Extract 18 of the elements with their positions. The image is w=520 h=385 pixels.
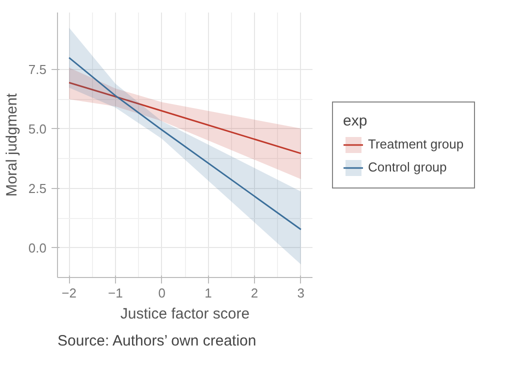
y-tick-label: 5.0: [28, 121, 47, 136]
legend-title: exp: [343, 112, 368, 129]
x-tick-label: 3: [297, 286, 305, 300]
y-tick-label: 2.5: [28, 180, 47, 196]
y-tick-label: 0.0: [28, 240, 47, 256]
x-tick-label: 2: [250, 286, 258, 300]
y-axis-title: Moral judgment: [3, 92, 20, 197]
legend-label: Control group: [368, 160, 447, 174]
x-tick-label: −1: [108, 286, 123, 300]
legend-label: Treatment group: [368, 136, 464, 152]
line-series: [68, 56, 302, 230]
x-tick-label: 0: [158, 286, 166, 300]
line-series: [68, 82, 302, 154]
source-note: Source: Authors’ own creation: [58, 332, 256, 350]
x-tick-label: 1: [204, 286, 212, 300]
x-axis-title: Justice factor score: [120, 306, 250, 322]
x-tick-label: −2: [62, 286, 77, 300]
y-tick-label: 7.5: [28, 62, 47, 78]
